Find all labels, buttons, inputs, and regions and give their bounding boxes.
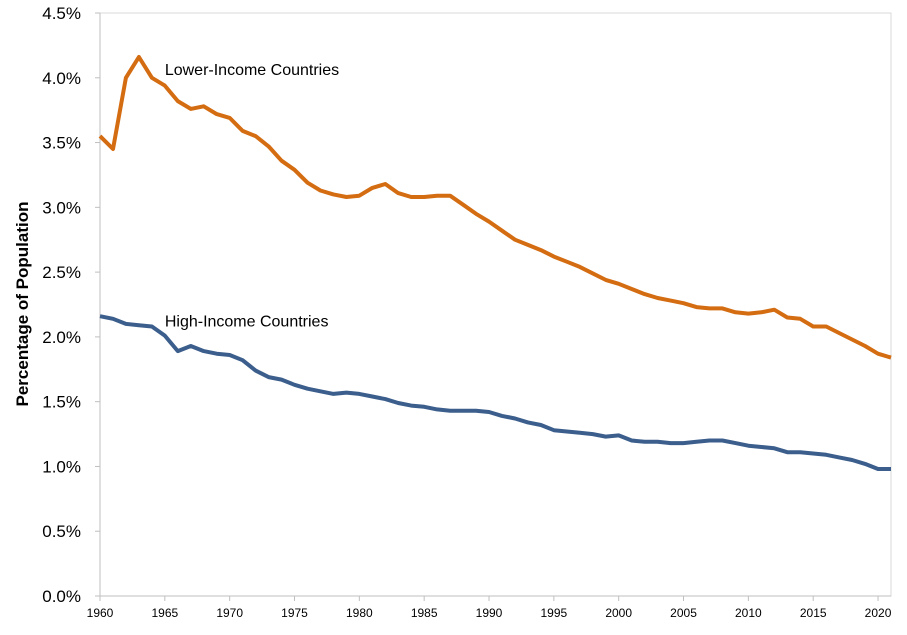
series-labels: Lower-Income Countries High-Income Countr…	[165, 62, 339, 330]
y-tick-label: 2.0%	[42, 328, 81, 347]
lower-income-countries-line	[98, 55, 892, 360]
x-tick-label: 2010	[735, 606, 762, 620]
y-tick-label: 4.0%	[42, 69, 81, 88]
series-layer	[98, 55, 892, 471]
y-tick-label: 3.0%	[42, 198, 81, 217]
x-tick-label: 1995	[541, 606, 568, 620]
x-tick-label: 1965	[151, 606, 178, 620]
x-tick-label: 2005	[670, 606, 697, 620]
y-axis-ticks: 0.0% 0.5% 1.0% 1.5% 2.0% 2.5% 3.0% 3.5% 4.0% 4.5%	[42, 4, 100, 606]
y-tick-label: 0.5%	[42, 522, 81, 541]
x-tick-label: 1985	[411, 606, 438, 620]
lower-income-countries-label: Lower-Income Countries	[165, 62, 339, 79]
x-axis-ticks: 1960 1965 1970 1975 1980 1985 1990 1995 2000 2005…	[87, 596, 892, 620]
y-tick-label: 0.0%	[42, 587, 81, 606]
y-tick-label: 4.5%	[42, 4, 81, 23]
x-tick-label: 1990	[476, 606, 503, 620]
x-tick-label: 2000	[605, 606, 632, 620]
y-tick-label: 3.5%	[42, 134, 81, 153]
y-axis-title: Percentage of Population	[13, 202, 32, 407]
x-tick-label: 2015	[800, 606, 827, 620]
y-tick-label: 2.5%	[42, 263, 81, 282]
high-income-countries-line	[99, 314, 891, 471]
y-tick-label: 1.5%	[42, 393, 81, 412]
plot-area	[99, 12, 892, 597]
x-tick-label: 1975	[281, 606, 308, 620]
y-tick-label: 1.0%	[42, 457, 81, 476]
x-tick-label: 1980	[346, 606, 373, 620]
high-income-countries-label: High-Income Countries	[165, 314, 329, 331]
x-tick-label: 1960	[87, 606, 114, 620]
x-tick-label: 1970	[216, 606, 243, 620]
x-tick-label: 2020	[865, 606, 892, 620]
